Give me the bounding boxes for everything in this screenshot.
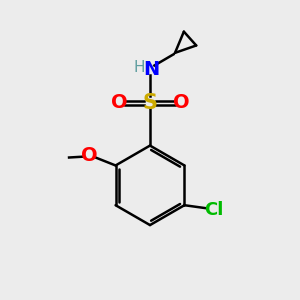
Text: H: H xyxy=(133,60,145,75)
Text: Cl: Cl xyxy=(204,201,224,219)
Text: O: O xyxy=(172,93,189,112)
Text: O: O xyxy=(81,146,98,165)
Text: N: N xyxy=(143,59,160,79)
Text: O: O xyxy=(111,93,128,112)
Text: S: S xyxy=(142,93,158,113)
